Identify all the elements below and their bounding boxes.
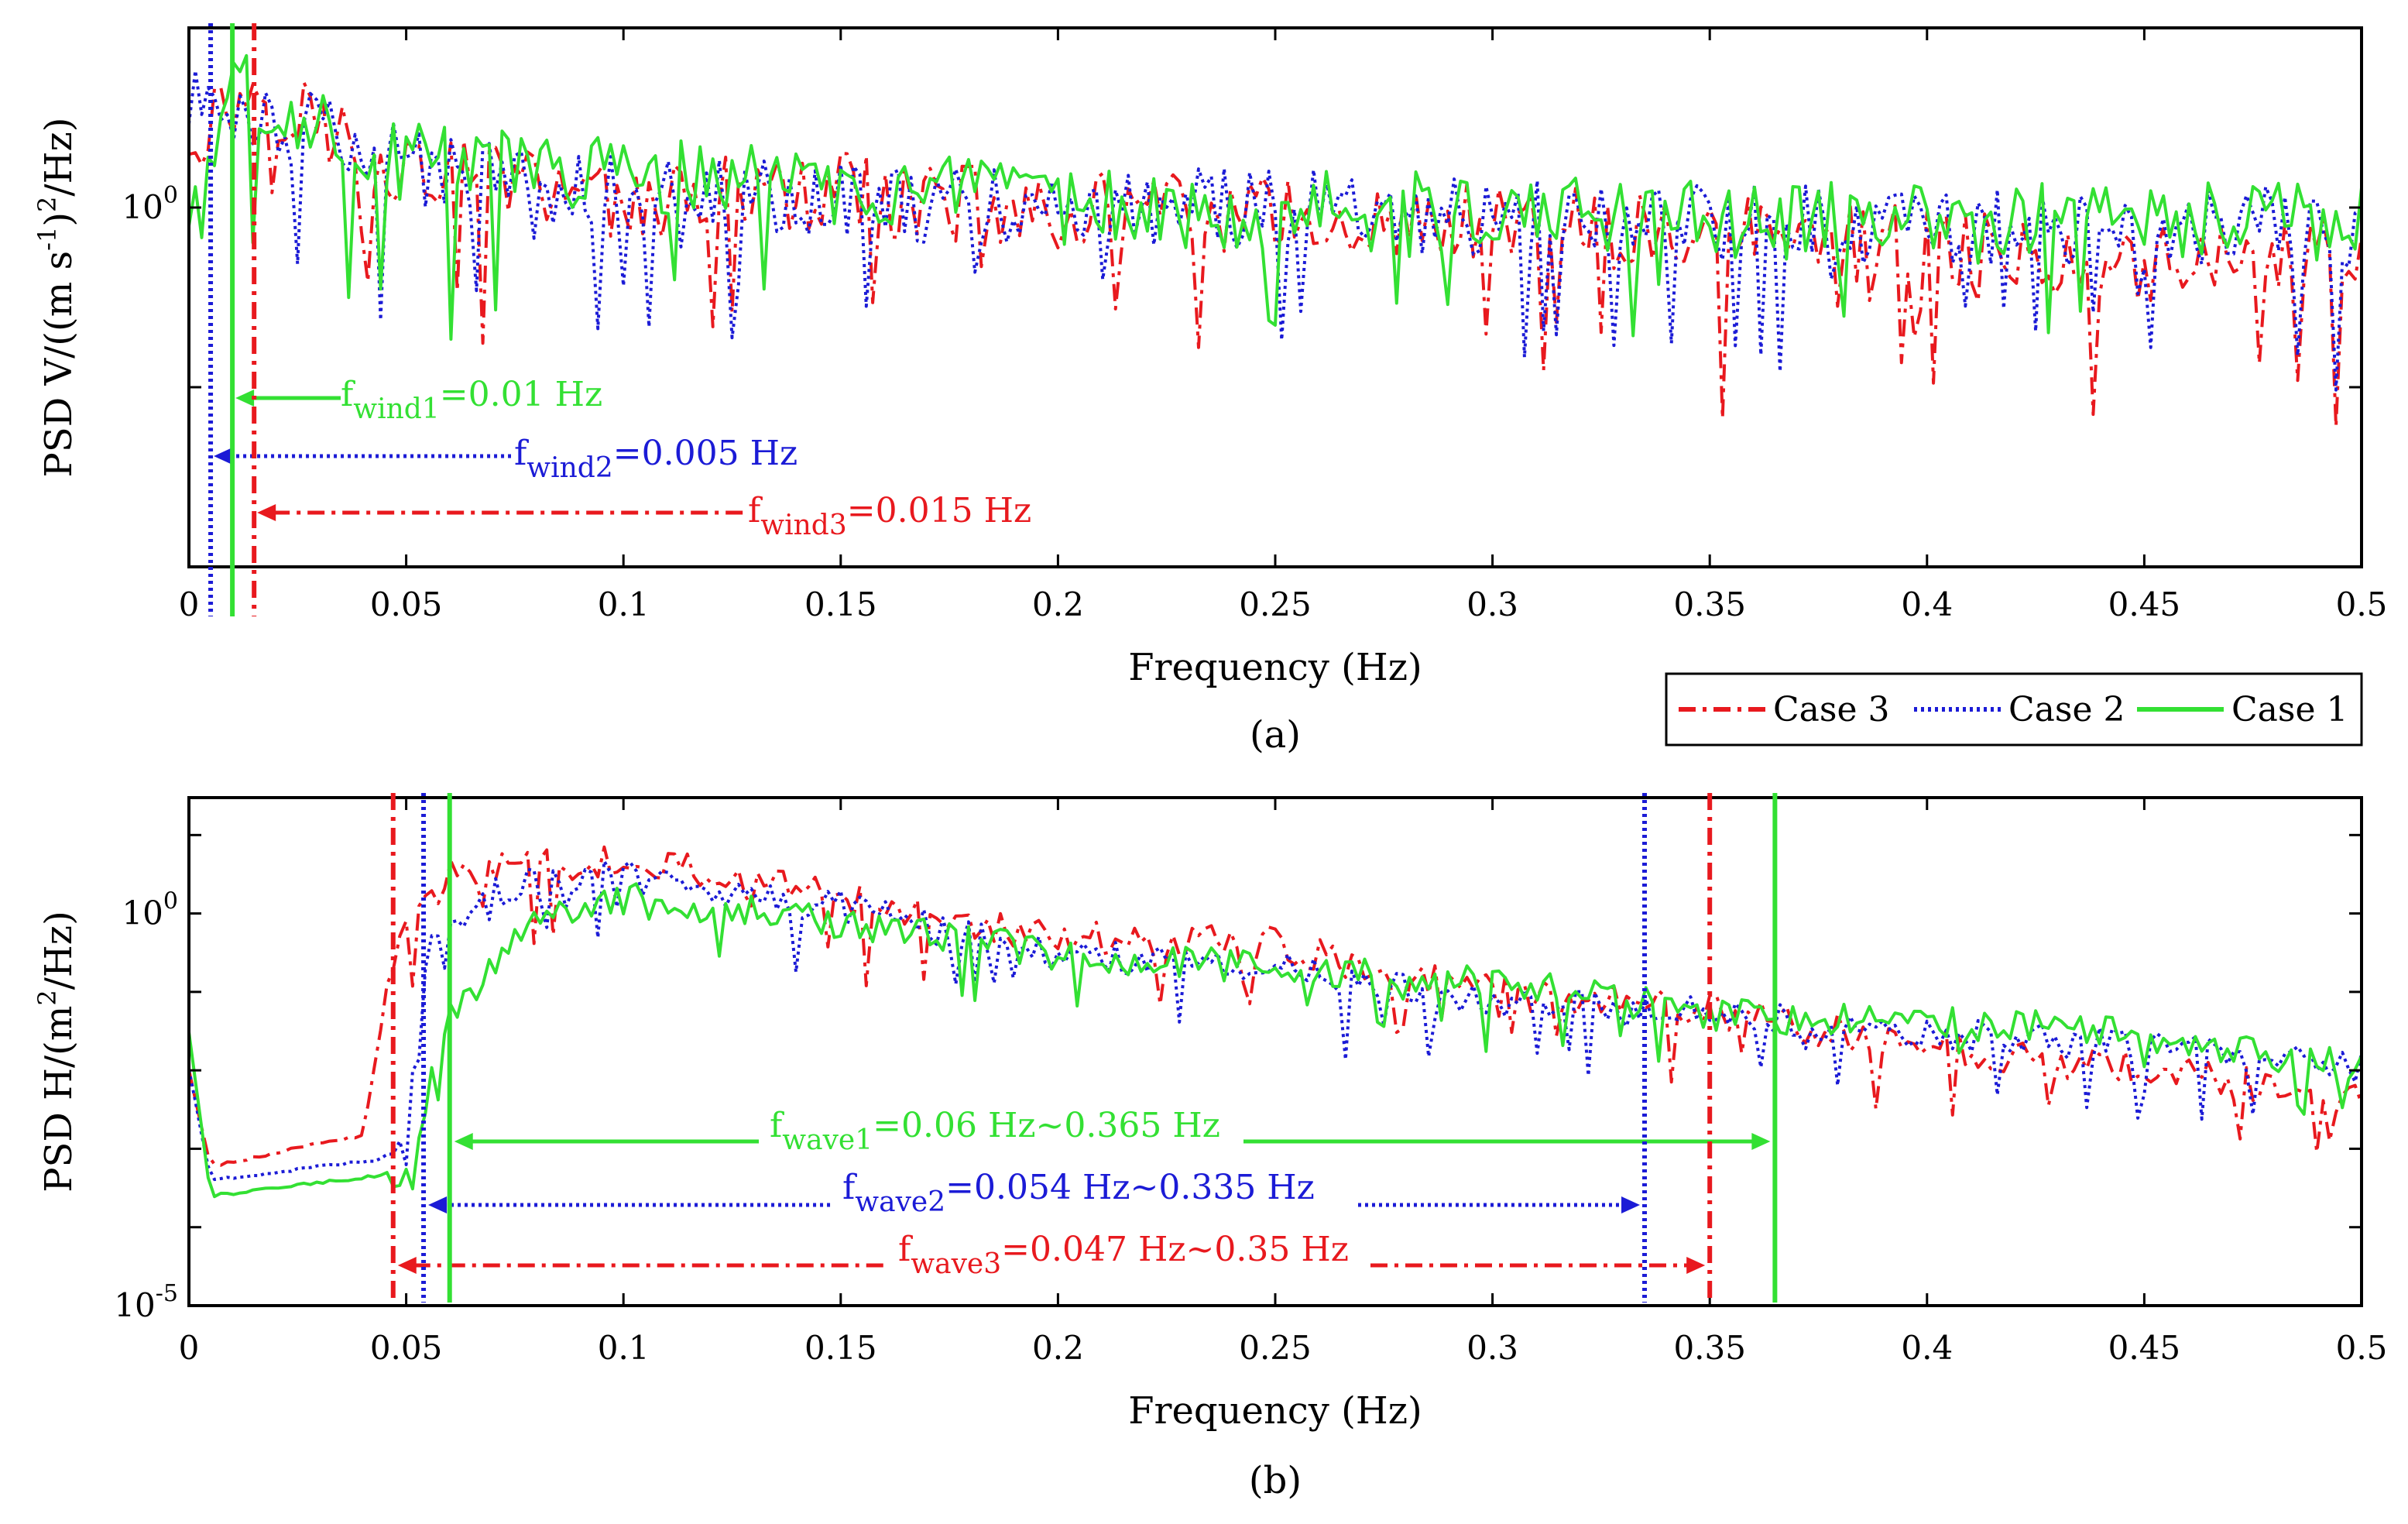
arrow-head bbox=[1621, 1196, 1641, 1213]
x-tick-label-a: 0.25 bbox=[1239, 585, 1312, 623]
arrow-head bbox=[235, 390, 255, 407]
subtitle-b: (b) bbox=[1249, 1459, 1302, 1502]
annotation-label-wave3: fwave3=0.047 Hz~0.35 Hz bbox=[898, 1230, 1349, 1280]
y-axis-label-b: PSD H/(m2/Hz) bbox=[33, 911, 81, 1193]
arrow-head bbox=[454, 1133, 473, 1150]
arrow-head bbox=[257, 504, 276, 521]
x-tick-label-b: 0 bbox=[179, 1329, 200, 1367]
y-tick-label-b: 10-5 bbox=[114, 1280, 178, 1324]
legend: Case 3 Case 2 Case 1 bbox=[1665, 672, 2363, 747]
arrow-head bbox=[1686, 1257, 1706, 1274]
arrow-head bbox=[214, 448, 233, 465]
x-axis-label-b: Frequency (Hz) bbox=[1128, 1389, 1422, 1433]
x-tick-label-a: 0.4 bbox=[1901, 585, 1953, 623]
legend-box bbox=[1665, 672, 2363, 747]
annotation-label-wave1: fwave1=0.06 Hz~0.365 Hz bbox=[770, 1106, 1220, 1156]
x-axis-label-a: Frequency (Hz) bbox=[1128, 646, 1422, 689]
annotation-label-wave2: fwave2=0.054 Hz~0.335 Hz bbox=[842, 1168, 1315, 1218]
y-axis-label-a: PSD V/((m s-1)2/Hz) bbox=[33, 118, 81, 478]
series-case-1-a bbox=[189, 53, 2362, 341]
x-tick-label-b: 0.5 bbox=[2336, 1329, 2388, 1367]
x-tick-label-b: 0.4 bbox=[1901, 1329, 1953, 1367]
y-axis-label-text-b: PSD H/(m2/Hz) bbox=[33, 911, 81, 1193]
x-tick-label-a: 0.1 bbox=[598, 585, 650, 623]
x-tick-label-b: 0.35 bbox=[1673, 1329, 1746, 1367]
x-tick-label-a: 0.45 bbox=[2108, 585, 2181, 623]
annotation-label-wind3: fwind3=0.015 Hz bbox=[748, 491, 1031, 541]
x-tick-label-b: 0.15 bbox=[804, 1329, 877, 1367]
x-tick-label-a: 0.2 bbox=[1032, 585, 1084, 623]
x-tick-label-a: 0.05 bbox=[370, 585, 443, 623]
y-axis-label-text-a: PSD V/((m s-1)2/Hz) bbox=[33, 118, 81, 478]
annotation-label-wind1: fwind1=0.01 Hz bbox=[341, 375, 602, 425]
x-tick-label-b: 0.05 bbox=[370, 1329, 443, 1367]
arrow-head bbox=[1751, 1133, 1771, 1150]
x-tick-label-a: 0.35 bbox=[1673, 585, 1746, 623]
x-tick-label-b: 0.25 bbox=[1239, 1329, 1312, 1367]
annotation-label-wind2: fwind2=0.005 Hz bbox=[514, 434, 798, 484]
legend-label-case-1: Case 1 bbox=[2231, 690, 2348, 729]
x-tick-label-a: 0.15 bbox=[804, 585, 877, 623]
x-tick-label-b: 0.45 bbox=[2108, 1329, 2181, 1367]
arrow-head bbox=[428, 1196, 448, 1213]
y-tick-label-b: 100 bbox=[122, 888, 178, 932]
series-case-2-b bbox=[189, 859, 2362, 1182]
legend-label-case-3: Case 3 bbox=[1773, 690, 1890, 729]
chart-panel-b: 0 0.05 0.1 0.15 0.2 0.25 0.3 0.35 0.4 0.45 0.5 100 1… bbox=[33, 796, 2388, 1502]
marker-lines-a bbox=[208, 23, 257, 616]
x-tick-label-b: 0.1 bbox=[598, 1329, 650, 1367]
series-case-2-a bbox=[189, 69, 2362, 392]
chart-panel-a: 0 0.05 0.1 0.15 0.2 0.25 0.3 0.35 0.4 0.45 0.5100 … bbox=[33, 26, 2388, 757]
y-tick-label-a: 100 bbox=[122, 182, 178, 226]
x-tick-label-a: 0.5 bbox=[2336, 585, 2388, 623]
x-tick-label-b: 0.3 bbox=[1466, 1329, 1518, 1367]
arrow-head bbox=[397, 1257, 417, 1274]
series-case-1-b bbox=[189, 882, 2362, 1199]
legend-label-case-2: Case 2 bbox=[2008, 690, 2125, 729]
x-tick-label-a: 0.3 bbox=[1466, 585, 1518, 623]
subtitle-a: (a) bbox=[1250, 713, 1301, 757]
marker-lines-b bbox=[390, 793, 1778, 1303]
x-tick-label-b: 0.2 bbox=[1032, 1329, 1084, 1367]
x-tick-label-a: 0 bbox=[179, 585, 200, 623]
series-case-3-b bbox=[189, 845, 2362, 1167]
